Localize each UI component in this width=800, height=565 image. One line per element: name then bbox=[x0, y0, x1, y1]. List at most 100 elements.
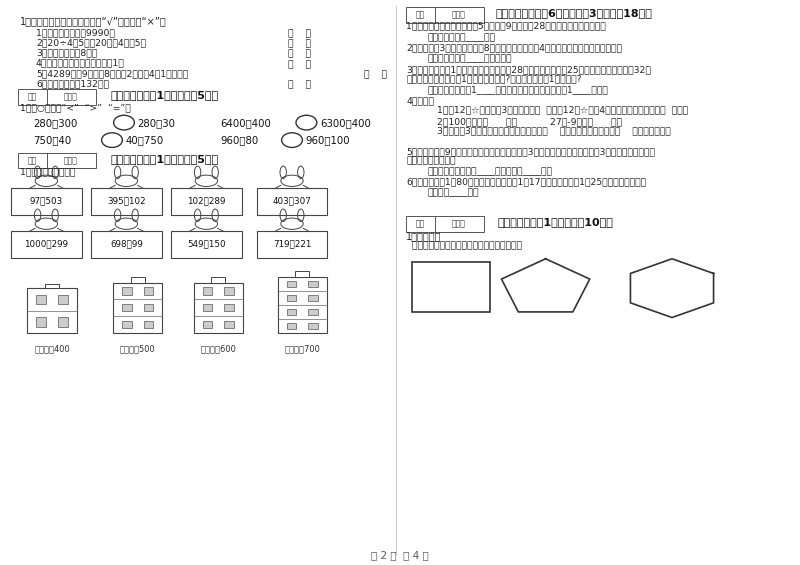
Text: 答：还副____个。: 答：还副____个。 bbox=[428, 188, 479, 197]
Bar bbox=[130, 277, 145, 282]
Text: 答：绵化带中有松树____棵，有杨树____棵。: 答：绵化带中有松树____棵，有杨树____棵。 bbox=[428, 167, 553, 176]
Bar bbox=[308, 323, 318, 329]
Text: 得分: 得分 bbox=[416, 219, 425, 228]
Bar bbox=[171, 188, 242, 215]
Text: 得数大约700: 得数大约700 bbox=[285, 345, 320, 354]
Text: 6．小红的身高是132米。: 6．小红的身高是132米。 bbox=[36, 79, 109, 88]
Bar bbox=[257, 188, 327, 215]
Text: 2．100厘米＝（      ）米           27米-9米＝（      ）米: 2．100厘米＝（ ）米 27米-9米＝（ ）米 bbox=[428, 117, 622, 126]
Bar bbox=[122, 305, 132, 311]
Text: 得数接近600: 得数接近600 bbox=[201, 345, 236, 354]
Text: 549－150: 549－150 bbox=[187, 240, 226, 249]
Text: （    ）: （ ） bbox=[288, 60, 311, 69]
Bar bbox=[308, 309, 318, 315]
Text: 得数大约500: 得数大约500 bbox=[120, 345, 155, 354]
Text: 八、解决问题（共6小题，每逓3分，共列18分）: 八、解决问题（共6小题，每逓3分，共列18分） bbox=[496, 8, 653, 18]
Bar bbox=[91, 188, 162, 215]
Text: 960－100: 960－100 bbox=[306, 136, 350, 146]
Text: （    ）: （ ） bbox=[288, 50, 311, 59]
Text: 六、比一比（共1大题，共勡5分）: 六、比一比（共1大题，共勡5分） bbox=[110, 90, 218, 100]
Text: 得数接近400: 得数接近400 bbox=[34, 345, 70, 354]
Bar bbox=[406, 216, 484, 232]
Bar bbox=[171, 231, 242, 258]
Text: 2．20÷4＝5读作20除以4等于5。: 2．20÷4＝5读作20除以4等于5。 bbox=[36, 38, 146, 47]
Bar bbox=[202, 305, 213, 311]
Text: 克水果。王大爷批发ぱ1多少千克的水果?现在比原来少ぱ1多少千克?: 克水果。王大爷批发ぱ1多少千克的水果?现在比原来少ぱ1多少千克? bbox=[406, 75, 582, 84]
Bar bbox=[308, 295, 318, 301]
Text: 得分: 得分 bbox=[28, 156, 37, 165]
Text: 答：这本书共有____页。: 答：这本书共有____页。 bbox=[428, 33, 496, 42]
Text: 3．画一条3厘米长的线段，一般应从尺的（    ）刻度开始画起，画到（    ）厘米的地方。: 3．画一条3厘米长的线段，一般应从尺的（ ）刻度开始画起，画到（ ）厘米的地方。 bbox=[428, 127, 670, 136]
Bar bbox=[122, 321, 132, 328]
Bar bbox=[286, 309, 297, 315]
Text: 6．王师傅做ぱ1、80个面包，第一次卖ぱ1、17个，第二次卖ぱ1、25个，还剖多少个？: 6．王师傅做ぱ1、80个面包，第一次卖ぱ1、17个，第二次卖ぱ1、25个，还剖多… bbox=[406, 177, 646, 186]
Text: 评卷人: 评卷人 bbox=[64, 156, 78, 165]
Bar bbox=[36, 318, 46, 327]
Text: 画一画下面的图形最少可以分成几个三角形。: 画一画下面的图形最少可以分成几个三角形。 bbox=[406, 242, 522, 251]
Bar bbox=[58, 318, 68, 327]
Text: 1．把12个☆平均分成3份，每份是（  ）个；12个☆，每4个分成一份，可以分成（  ）份。: 1．把12个☆平均分成3份，每份是（ ）个；12个☆，每4个分成一份，可以分成（… bbox=[428, 106, 688, 115]
Text: （    ）: （ ） bbox=[288, 29, 311, 38]
Bar bbox=[36, 295, 46, 304]
Bar bbox=[194, 282, 243, 333]
Bar bbox=[11, 188, 82, 215]
Text: 719－221: 719－221 bbox=[273, 240, 311, 249]
Text: （    ）: （ ） bbox=[364, 70, 387, 79]
Text: 1．最大的四位数是9990。: 1．最大的四位数是9990。 bbox=[36, 28, 115, 37]
Text: 4．填空。: 4．填空。 bbox=[406, 96, 434, 105]
Text: 2．学校买回3盒乒乓球，每盒8个，平均发给二年级4个班，每个班分得几个乒乓球？: 2．学校买回3盒乒乓球，每盒8个，平均发给二年级4个班，每个班分得几个乒乓球？ bbox=[406, 43, 622, 52]
Text: 395＋102: 395＋102 bbox=[107, 197, 146, 206]
Bar bbox=[202, 321, 213, 328]
Bar bbox=[224, 288, 234, 294]
Text: 6400－400: 6400－400 bbox=[220, 118, 271, 128]
Bar bbox=[122, 288, 132, 294]
Text: 5．绵化带种ぱ9棵槇树，松树的棵树是槇树的ぱ3倍，槇树的棵树是杨树的ぱ3倍，绵化带中有松树: 5．绵化带种ぱ9棵槇树，松树的棵树是槇树的ぱ3倍，槇树的棵树是杨树的ぱ3倍，绵化… bbox=[406, 147, 655, 156]
Bar bbox=[11, 231, 82, 258]
Text: 698－99: 698－99 bbox=[110, 240, 143, 249]
Text: 280＋30: 280＋30 bbox=[138, 118, 176, 128]
Bar bbox=[286, 295, 297, 301]
Bar bbox=[143, 305, 154, 311]
Text: 评卷人: 评卷人 bbox=[452, 219, 466, 228]
Text: 几棵？有杨树几棵？: 几棵？有杨树几棵？ bbox=[406, 157, 456, 166]
Text: 750＋40: 750＋40 bbox=[34, 136, 72, 146]
Bar bbox=[45, 284, 59, 288]
Bar bbox=[211, 277, 226, 282]
Bar bbox=[113, 282, 162, 333]
Text: 1．操作题。: 1．操作题。 bbox=[406, 232, 442, 242]
Text: 1．在○里填上“<”  “>”  “=”。: 1．在○里填上“<” “>” “=”。 bbox=[20, 103, 130, 112]
Bar bbox=[286, 281, 297, 287]
Text: 960－80: 960－80 bbox=[220, 136, 258, 146]
Text: 4．两个同样大的数相除，商是1。: 4．两个同样大的数相除，商是1。 bbox=[36, 59, 125, 68]
Text: 3．课桌的高度是8米。: 3．课桌的高度是8米。 bbox=[36, 49, 98, 58]
Text: 得分: 得分 bbox=[416, 10, 425, 19]
Text: 6300－400: 6300－400 bbox=[320, 118, 371, 128]
Bar bbox=[27, 288, 77, 333]
Text: 1．我会判断，对的在括号里打“√”，错的打“×”．: 1．我会判断，对的在括号里打“√”，错的打“×”． bbox=[20, 16, 166, 26]
Text: 评卷人: 评卷人 bbox=[64, 92, 78, 101]
Text: 1000－299: 1000－299 bbox=[24, 240, 69, 249]
Bar bbox=[18, 153, 96, 168]
Bar bbox=[91, 231, 162, 258]
Bar bbox=[295, 271, 310, 277]
Text: 102＋289: 102＋289 bbox=[187, 197, 226, 206]
Text: 第 2 页  共 4 页: 第 2 页 共 4 页 bbox=[371, 550, 429, 560]
Text: 280＋300: 280＋300 bbox=[34, 118, 78, 128]
Text: 403＋307: 403＋307 bbox=[273, 197, 311, 206]
Bar bbox=[58, 295, 68, 304]
Bar bbox=[143, 321, 154, 328]
Text: 1．一本故事书，小明每天看5页，看ぱ9天，还剡28页，这本书共有多少页？: 1．一本故事书，小明每天看5页，看ぱ9天，还剡28页，这本书共有多少页？ bbox=[406, 21, 606, 31]
Bar bbox=[308, 281, 318, 287]
Text: （    ）: （ ） bbox=[288, 80, 311, 89]
Text: 3．王大爷批发ぱ1批水果回家，上午卖掄28千克，下午又卖掄25千克，这时发现还剖下32千: 3．王大爷批发ぱ1批水果回家，上午卖掄28千克，下午又卖掄25千克，这时发现还剖… bbox=[406, 65, 651, 74]
Text: 答：王大爷批发ぱ1____千克的水果，现在比原来少ぱ1____千克。: 答：王大爷批发ぱ1____千克的水果，现在比原来少ぱ1____千克。 bbox=[428, 85, 609, 94]
Text: （    ）: （ ） bbox=[288, 40, 311, 49]
Bar bbox=[286, 323, 297, 329]
Text: 评卷人: 评卷人 bbox=[452, 10, 466, 19]
Text: 97＋503: 97＋503 bbox=[30, 197, 63, 206]
Text: 七、连一连（共1大题，共勡5分）: 七、连一连（共1大题，共勡5分） bbox=[110, 154, 218, 164]
Text: 十、综合题（共1大题，共列10分）: 十、综合题（共1大题，共列10分） bbox=[498, 217, 614, 227]
Text: 1．估一估，连一连。: 1．估一估，连一连。 bbox=[20, 168, 75, 177]
Text: 得分: 得分 bbox=[28, 92, 37, 101]
Bar bbox=[278, 277, 327, 333]
